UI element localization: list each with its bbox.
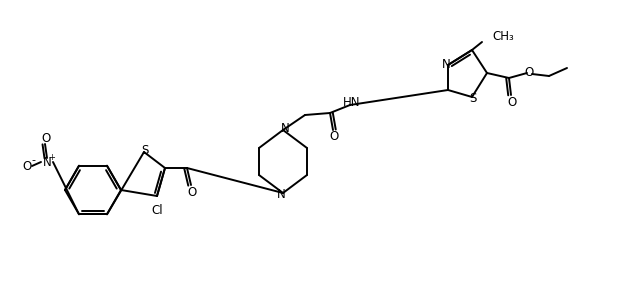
Text: +: +: [48, 152, 55, 161]
Text: CH₃: CH₃: [492, 31, 514, 44]
Text: O: O: [507, 95, 517, 109]
Text: S: S: [142, 143, 149, 157]
Text: O: O: [41, 131, 51, 145]
Text: N: N: [281, 122, 290, 136]
Text: S: S: [469, 92, 477, 106]
Text: HN: HN: [344, 97, 361, 110]
Text: O: O: [330, 130, 338, 143]
Text: O: O: [187, 185, 197, 199]
Text: -: -: [31, 155, 35, 165]
Text: O: O: [22, 160, 32, 172]
Text: N: N: [43, 155, 51, 169]
Text: N: N: [441, 58, 450, 70]
Text: N: N: [277, 188, 285, 202]
Text: Cl: Cl: [151, 203, 163, 217]
Text: O: O: [525, 65, 533, 79]
